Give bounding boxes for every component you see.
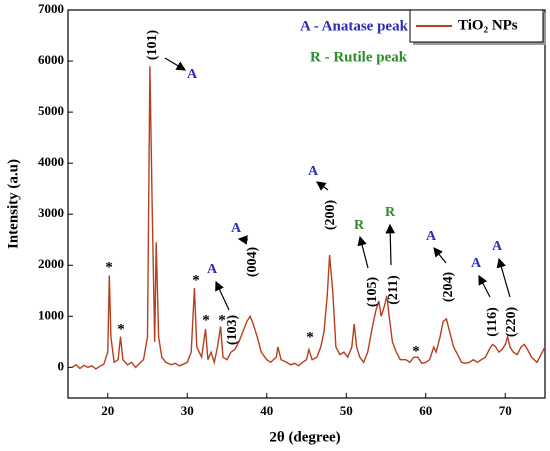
annotation: (116) [485, 307, 500, 337]
x-tick-label: 20 [101, 403, 114, 418]
annotation-arrow [496, 257, 511, 298]
annotation-arrow [316, 181, 329, 191]
x-tick-label: 50 [340, 403, 353, 418]
y-tick-label: 3000 [38, 205, 64, 220]
y-tick-label: 4000 [38, 154, 64, 169]
y-tick-label: 7000 [38, 1, 64, 16]
annotation: A [308, 164, 319, 179]
y-tick-label: 6000 [38, 52, 64, 67]
annotation: A [231, 221, 242, 236]
x-tick-label: 60 [419, 403, 432, 418]
annotation-arrow [237, 235, 249, 245]
y-tick-label: 0 [58, 358, 65, 373]
annotation: A [207, 262, 218, 277]
x-tick-label: 40 [260, 403, 273, 418]
y-tick-label: 2000 [38, 256, 64, 271]
annotation: (101) [145, 30, 160, 61]
y-tick-label: 1000 [38, 307, 64, 322]
annotation: R [354, 218, 365, 233]
annotation: (103) [225, 315, 240, 346]
annotation: A [471, 256, 482, 271]
annotation-arrow [478, 274, 491, 298]
legend-note: A - Anatase peak [300, 18, 409, 34]
annotation: * [202, 312, 210, 328]
legend-label: TiO₂ NPs [458, 17, 518, 33]
annotation: A [492, 239, 503, 254]
annotation: (004) [245, 247, 260, 278]
annotation: * [218, 312, 226, 328]
legend-note: R - Rutile peak [310, 49, 408, 65]
annotation: * [117, 321, 125, 337]
annotation-arrow [215, 280, 230, 311]
annotation-arrow [433, 247, 447, 264]
annotation-arrow [164, 57, 187, 71]
annotation-arrow [357, 235, 369, 269]
x-tick-label: 70 [499, 403, 512, 418]
annotation: A [187, 67, 198, 82]
annotation: * [192, 272, 200, 288]
annotation: (204) [441, 272, 456, 303]
annotation: (105) [365, 277, 380, 308]
annotation-arrow [385, 223, 396, 266]
annotation: (200) [323, 200, 338, 231]
x-tick-label: 30 [181, 403, 194, 418]
data-line [71, 66, 546, 370]
x-axis-label: 2θ (degree) [269, 429, 340, 445]
annotation: A [426, 229, 437, 244]
annotation: * [306, 329, 314, 345]
y-axis-label: Intensity (a.u) [5, 159, 21, 249]
annotation: (211) [386, 275, 401, 305]
y-tick-label: 5000 [38, 103, 64, 118]
annotation: * [412, 343, 420, 359]
annotation: * [105, 259, 113, 275]
annotation: (220) [504, 307, 519, 338]
plot-frame [67, 9, 546, 399]
annotation: R [385, 205, 396, 220]
